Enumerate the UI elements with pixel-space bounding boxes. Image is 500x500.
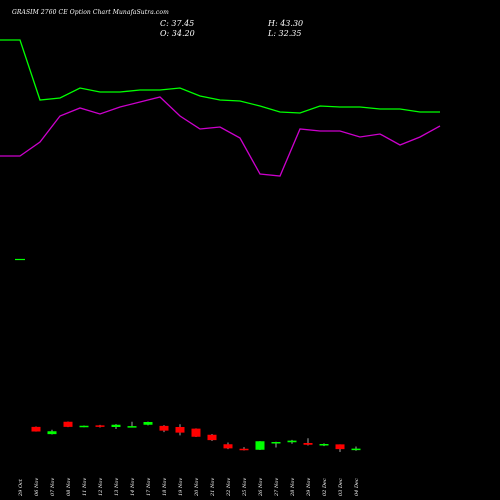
chart-title: GRASIM 2760 CE Option Chart MunafaSutra.… (12, 9, 169, 16)
x-tick-label: 20 Nov (194, 478, 200, 497)
x-tick-label: 07 Nov (50, 478, 56, 496)
candle-body-down (223, 444, 233, 449)
candle-body-down (191, 428, 201, 437)
x-tick-label: 26 Nov (258, 478, 264, 497)
x-tick-label: 28 Nov (290, 478, 296, 497)
low-readout: L: 32.35 (268, 29, 302, 38)
x-tick-label: 06 Nov (34, 478, 40, 496)
x-tick-label: 17 Nov (146, 478, 152, 496)
candle-body-down (207, 434, 217, 441)
candle-body-up (111, 424, 121, 427)
candle-body-up (143, 422, 153, 425)
candle-body-up (271, 442, 281, 444)
ma-long-line (0, 96, 441, 177)
open-readout: O: 34.20 (160, 29, 195, 38)
candle-body-down (239, 448, 249, 451)
candle-body-up (319, 444, 329, 446)
candle-body-down (63, 421, 73, 427)
x-tick-label: 03 Dec (338, 478, 344, 496)
x-tick-label: 04 Dec (354, 478, 360, 496)
candle-body-up (47, 431, 57, 435)
candle-body-up (127, 426, 137, 428)
high-readout: H: 43.30 (268, 19, 304, 28)
x-tick-label: 22 Nov (226, 478, 232, 497)
candle-body-down (335, 444, 345, 450)
x-tick-label: 02 Dec (322, 478, 328, 496)
x-tick-label: 08 Nov (66, 478, 72, 496)
candle-body-up (255, 441, 265, 450)
candle-body-down (95, 425, 105, 427)
close-readout: C: 37.45 (160, 19, 195, 28)
x-tick-label: 14 Nov (130, 478, 136, 496)
x-tick-label: 19 Nov (178, 478, 184, 496)
x-tick-label: 25 Nov (242, 478, 248, 497)
x-tick-label: 12 Nov (98, 478, 104, 496)
x-tick-label: 11 Nov (82, 478, 88, 496)
x-tick-label: 27 Nov (274, 478, 280, 497)
candle-body-down (175, 427, 185, 433)
x-tick-label: 13 Nov (114, 478, 120, 496)
candle-body-up (79, 425, 89, 428)
x-tick-label: 29 Nov (306, 478, 312, 497)
candle-body-up (351, 448, 361, 451)
x-tick-label: 29 Oct (18, 478, 24, 497)
candle-body-down (303, 443, 313, 445)
x-tick-label: 21 Nov (210, 478, 216, 497)
candle-body-up (287, 440, 297, 443)
ma-short-line (0, 39, 440, 114)
x-tick-label: 18 Nov (162, 478, 168, 496)
candle-body-down (159, 425, 169, 431)
candle-body-down (31, 426, 41, 432)
